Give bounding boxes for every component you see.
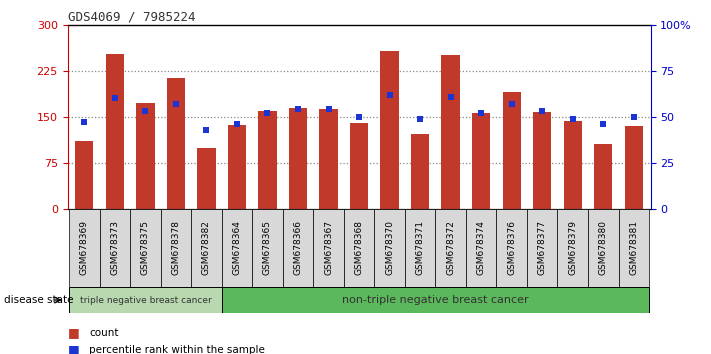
Bar (222, 209, 252, 287)
Bar (411, 134, 429, 209)
Bar (503, 92, 521, 209)
Text: ■: ■ (68, 343, 80, 354)
Bar (167, 78, 185, 209)
Text: disease state: disease state (4, 295, 73, 305)
Bar (564, 120, 582, 209)
Text: GSM678371: GSM678371 (416, 220, 424, 275)
Bar (594, 144, 612, 209)
Text: GSM678372: GSM678372 (446, 220, 455, 275)
Text: GSM678365: GSM678365 (263, 220, 272, 275)
Text: GSM678368: GSM678368 (355, 220, 363, 275)
Bar (314, 209, 344, 287)
Text: GSM678379: GSM678379 (568, 220, 577, 275)
Bar (191, 209, 222, 287)
Bar (588, 209, 619, 287)
Bar (283, 209, 314, 287)
Text: count: count (89, 328, 118, 338)
Bar (533, 112, 551, 209)
Bar (289, 108, 307, 209)
Text: GSM678373: GSM678373 (110, 220, 119, 275)
Text: GSM678381: GSM678381 (629, 220, 638, 275)
Text: GSM678378: GSM678378 (171, 220, 181, 275)
Text: GSM678374: GSM678374 (476, 220, 486, 275)
Bar (466, 209, 496, 287)
Bar (619, 209, 649, 287)
Bar (161, 209, 191, 287)
Text: ■: ■ (68, 326, 80, 339)
Bar (442, 56, 460, 209)
Text: GDS4069 / 7985224: GDS4069 / 7985224 (68, 11, 195, 24)
Bar (374, 209, 405, 287)
Text: GSM678367: GSM678367 (324, 220, 333, 275)
Bar (100, 209, 130, 287)
Text: triple negative breast cancer: triple negative breast cancer (80, 296, 211, 304)
Text: GSM678380: GSM678380 (599, 220, 608, 275)
Text: non-triple negative breast cancer: non-triple negative breast cancer (342, 295, 529, 305)
Bar (319, 109, 338, 209)
Bar (75, 141, 93, 209)
Bar (380, 51, 399, 209)
Bar (258, 111, 277, 209)
Text: GSM678366: GSM678366 (294, 220, 302, 275)
Bar (69, 287, 222, 313)
Bar (222, 287, 649, 313)
Bar (106, 54, 124, 209)
Bar (137, 103, 154, 209)
Bar (557, 209, 588, 287)
Bar (472, 113, 491, 209)
Bar (625, 126, 643, 209)
Bar (252, 209, 283, 287)
Bar (527, 209, 557, 287)
Text: GSM678369: GSM678369 (80, 220, 89, 275)
Bar (405, 209, 435, 287)
Bar (344, 209, 374, 287)
Text: GSM678376: GSM678376 (507, 220, 516, 275)
Bar (130, 209, 161, 287)
Text: GSM678377: GSM678377 (538, 220, 547, 275)
Text: GSM678364: GSM678364 (232, 220, 242, 275)
Bar (496, 209, 527, 287)
Bar (435, 209, 466, 287)
Bar (69, 209, 100, 287)
Text: percentile rank within the sample: percentile rank within the sample (89, 345, 264, 354)
Text: GSM678370: GSM678370 (385, 220, 394, 275)
Text: GSM678375: GSM678375 (141, 220, 150, 275)
Bar (197, 148, 215, 209)
Text: GSM678382: GSM678382 (202, 220, 211, 275)
Bar (350, 123, 368, 209)
Bar (228, 125, 246, 209)
